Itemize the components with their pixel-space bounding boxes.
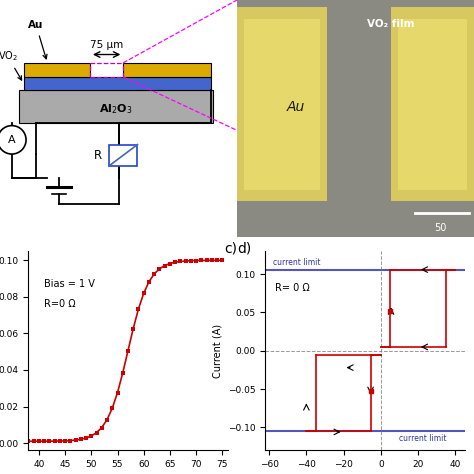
Text: R=0 Ω: R=0 Ω bbox=[45, 299, 76, 309]
Bar bbox=[123, 63, 211, 77]
Text: Au: Au bbox=[28, 20, 47, 59]
Text: Al$_2$O$_3$: Al$_2$O$_3$ bbox=[100, 102, 133, 116]
Bar bbox=[109, 145, 137, 166]
Text: 75 μm: 75 μm bbox=[90, 40, 123, 50]
Text: Au: Au bbox=[287, 100, 305, 114]
Bar bbox=[237, 7, 327, 201]
Bar bbox=[19, 90, 213, 123]
Bar bbox=[24, 77, 211, 90]
Y-axis label: Current (A): Current (A) bbox=[212, 324, 222, 378]
Text: Bias = 1 V: Bias = 1 V bbox=[45, 279, 95, 289]
Bar bbox=[398, 19, 467, 190]
Text: 50: 50 bbox=[435, 222, 447, 233]
Text: VO₂ film: VO₂ film bbox=[367, 18, 415, 29]
Bar bbox=[24, 63, 90, 77]
Text: current limit: current limit bbox=[400, 434, 447, 443]
Text: R= 0 Ω: R= 0 Ω bbox=[275, 283, 310, 293]
Text: d): d) bbox=[237, 242, 251, 256]
Text: current limit: current limit bbox=[273, 258, 320, 267]
Circle shape bbox=[0, 126, 26, 154]
Bar bbox=[391, 7, 474, 201]
Bar bbox=[244, 19, 320, 190]
Text: c): c) bbox=[224, 242, 237, 256]
Text: VO$_2$: VO$_2$ bbox=[0, 49, 22, 80]
Text: b): b) bbox=[249, 5, 264, 20]
Text: R: R bbox=[94, 149, 102, 162]
Text: A: A bbox=[8, 135, 16, 145]
